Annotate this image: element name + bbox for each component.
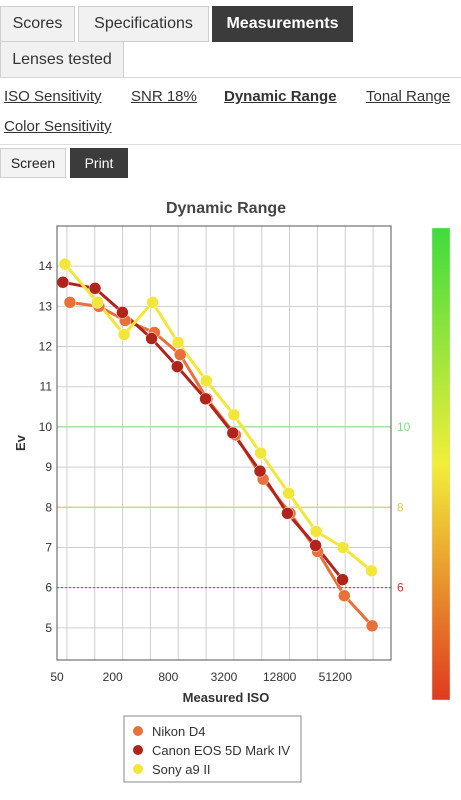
x-axis-ticks: 50 200 800 3200 12800 51200 xyxy=(50,670,352,684)
data-point[interactable] xyxy=(200,374,213,387)
data-point[interactable] xyxy=(253,464,267,478)
y-tick-label: 8 xyxy=(45,500,52,514)
x-tick-label: 12800 xyxy=(263,670,297,684)
series-line xyxy=(63,263,373,572)
subnav-snr[interactable]: SNR 18% xyxy=(131,88,197,105)
y-tick-label: 10 xyxy=(39,420,53,434)
y-tick-label: 14 xyxy=(39,259,53,273)
data-point[interactable] xyxy=(309,525,323,538)
data-point[interactable] xyxy=(227,408,241,422)
y-tick-label: 12 xyxy=(39,340,53,354)
x-tick-label: 3200 xyxy=(211,670,238,684)
legend: Nikon D4 Canon EOS 5D Mark IV Sony a9 II xyxy=(123,715,302,783)
tab-specifications[interactable]: Specifications xyxy=(78,6,209,42)
subnav-tonal-range[interactable]: Tonal Range xyxy=(366,88,451,105)
reference-line-label: 8 xyxy=(397,500,404,514)
chart-title: Dynamic Range xyxy=(166,200,286,217)
data-point[interactable] xyxy=(226,426,240,440)
data-point[interactable] xyxy=(88,282,102,295)
data-point[interactable] xyxy=(365,619,379,633)
data-point[interactable] xyxy=(336,573,349,586)
data-point[interactable] xyxy=(171,360,184,373)
subnav-color-sensitivity[interactable]: Color Sensitivity xyxy=(4,118,112,135)
data-point[interactable] xyxy=(365,564,378,578)
reference-line-label: 6 xyxy=(397,581,404,595)
legend-item[interactable]: Nikon D4 xyxy=(152,724,205,739)
x-tick-label: 800 xyxy=(158,670,178,684)
data-point[interactable] xyxy=(338,589,351,602)
legend-box xyxy=(123,715,302,783)
data-point[interactable] xyxy=(117,328,131,341)
tabs-divider xyxy=(0,77,461,78)
reference-line-label: 10 xyxy=(397,420,411,434)
y-tick-label: 6 xyxy=(45,581,52,595)
data-point[interactable] xyxy=(116,306,129,319)
chart-series xyxy=(56,257,379,633)
subnav-dynamic-range[interactable]: Dynamic Range xyxy=(224,88,337,105)
x-tick-label: 51200 xyxy=(319,670,353,684)
x-tick-label: 50 xyxy=(50,670,64,684)
print-button[interactable]: Print xyxy=(70,148,128,178)
data-point[interactable] xyxy=(63,296,77,309)
y-axis-ticks: 5 6 7 8 9 10 11 12 13 14 xyxy=(39,259,53,635)
x-tick-label: 200 xyxy=(103,670,123,684)
series-line xyxy=(69,300,374,627)
legend-item[interactable]: Canon EOS 5D Mark IV xyxy=(152,743,290,758)
legend-marker xyxy=(133,726,143,736)
y-tick-label: 7 xyxy=(45,540,52,554)
screen-button[interactable]: Screen xyxy=(0,148,66,178)
data-point[interactable] xyxy=(145,332,158,345)
data-point[interactable] xyxy=(91,296,104,309)
x-axis-label: Measured ISO xyxy=(183,690,270,705)
data-point[interactable] xyxy=(58,257,72,271)
main-tabs: Scores Specifications Measurements Lense… xyxy=(0,0,461,78)
legend-marker xyxy=(133,745,143,755)
legend-marker xyxy=(133,764,143,774)
tab-scores[interactable]: Scores xyxy=(0,6,75,42)
y-tick-label: 13 xyxy=(39,299,53,313)
data-point[interactable] xyxy=(173,348,187,361)
data-point[interactable] xyxy=(336,541,350,554)
y-axis-label: Ev xyxy=(13,434,28,451)
tab-measurements[interactable]: Measurements xyxy=(212,6,353,42)
subnav-iso-sensitivity[interactable]: ISO Sensitivity xyxy=(4,88,102,105)
data-point[interactable] xyxy=(171,336,185,349)
data-point[interactable] xyxy=(282,486,295,500)
data-point[interactable] xyxy=(309,539,322,552)
plot-area-border xyxy=(56,225,392,661)
series-line xyxy=(62,280,344,581)
y-tick-label: 5 xyxy=(45,621,52,635)
data-point[interactable] xyxy=(254,446,267,460)
reference-lines: 10 8 6 xyxy=(57,420,411,595)
subnav-divider xyxy=(0,144,461,145)
color-scale-bar xyxy=(431,227,451,701)
y-tick-label: 9 xyxy=(45,460,52,474)
data-point[interactable] xyxy=(146,296,159,309)
y-tick-label: 11 xyxy=(40,380,53,394)
data-point[interactable] xyxy=(281,507,294,520)
data-point[interactable] xyxy=(56,276,70,289)
legend-item[interactable]: Sony a9 II xyxy=(152,762,211,777)
data-point[interactable] xyxy=(199,392,212,406)
